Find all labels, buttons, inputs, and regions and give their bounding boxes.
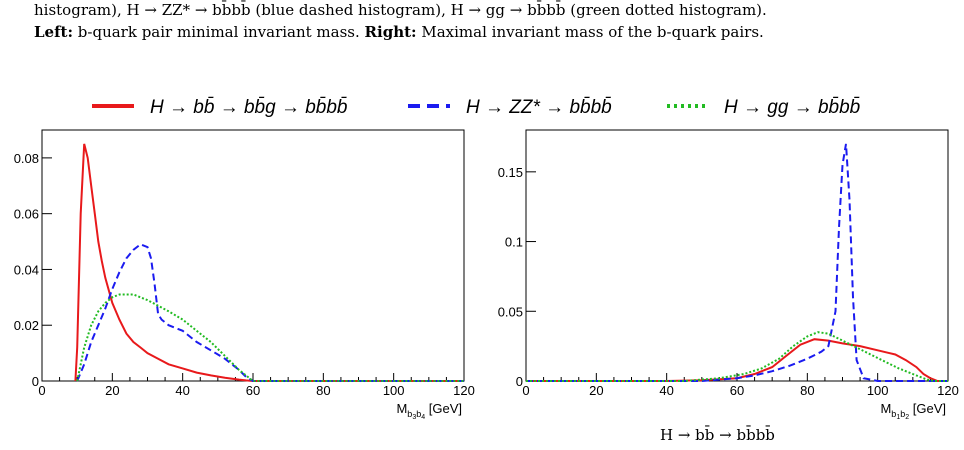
y-tick-label: 0.04 bbox=[14, 262, 39, 277]
plot-frame bbox=[41, 129, 465, 382]
chart-left-panel: 0 20 40 60 80 100 120 0 0.02 0.04 0.06 0.08 Mb3b4 [G… bbox=[14, 129, 475, 421]
caption-left-label: Left: bbox=[34, 23, 74, 41]
x-tick-label: 20 bbox=[589, 383, 603, 398]
caption-line-3: H → bb̄ → bb̄bb̄ bbox=[660, 426, 775, 444]
x-tick-label: 60 bbox=[730, 383, 744, 398]
y-tick-label: 0.02 bbox=[14, 318, 39, 333]
x-tick-label: 0 bbox=[522, 383, 529, 398]
chart-right-panel: 0 20 40 60 80 100 120 0 0.05 0.1 0.15 Mb1b2 [GeV] bbox=[498, 129, 959, 421]
x-tick-label: 40 bbox=[175, 383, 189, 398]
caption-right-text: Maximal invariant mass of the b-quark pa… bbox=[421, 23, 764, 41]
x-tick-label: 40 bbox=[659, 383, 673, 398]
caption-right-label: Right: bbox=[364, 23, 417, 41]
y-tick-label: 0 bbox=[516, 374, 523, 389]
x-tick-label: 80 bbox=[800, 383, 814, 398]
y-tick-label: 0.05 bbox=[498, 304, 523, 319]
x-tick-label: 0 bbox=[38, 383, 45, 398]
y-tick-label: 0.08 bbox=[14, 151, 39, 166]
legend-label-0: H → bb̄ → bb̄g → bb̄bb̄ bbox=[150, 97, 348, 118]
x-tick-label: 100 bbox=[383, 383, 405, 398]
x-tick-label: 120 bbox=[937, 383, 959, 398]
x-axis-label: Mb1b2 [GeV] bbox=[880, 401, 946, 421]
series-1-line bbox=[76, 243, 464, 382]
legend: H → bb̄ → bb̄g → bb̄bb̄ H → ZZ* → bb̄bb̄ H… bbox=[92, 97, 860, 118]
x-tick-label: 100 bbox=[867, 383, 889, 398]
y-tick-label: 0.06 bbox=[14, 207, 39, 222]
y-tick-label: 0.15 bbox=[498, 165, 523, 180]
y-tick-label: 0.1 bbox=[505, 235, 523, 250]
series-1-line bbox=[526, 143, 948, 382]
series-0-line bbox=[74, 143, 464, 382]
plot-frame bbox=[525, 129, 949, 382]
caption-line-1: histogram), H → ZZ* → bb̄bb̄ (blue dashe… bbox=[34, 1, 767, 19]
series-2-line bbox=[76, 293, 464, 382]
caption-line-2: Left: b-quark pair minimal invariant mas… bbox=[34, 22, 764, 42]
caption-left-text: b-quark pair minimal invariant mass. bbox=[77, 23, 360, 41]
x-tick-label: 20 bbox=[105, 383, 119, 398]
y-tick-label: 0 bbox=[32, 374, 39, 389]
x-axis-label: Mb3b4 [GeV] bbox=[396, 401, 462, 421]
series-2-line bbox=[526, 331, 948, 382]
x-tick-label: 120 bbox=[453, 383, 475, 398]
x-tick-label: 60 bbox=[246, 383, 260, 398]
x-tick-label: 80 bbox=[316, 383, 330, 398]
legend-label-2: H → gg → bb̄bb̄ bbox=[724, 97, 860, 118]
legend-label-1: H → ZZ* → bb̄bb̄ bbox=[466, 97, 612, 118]
